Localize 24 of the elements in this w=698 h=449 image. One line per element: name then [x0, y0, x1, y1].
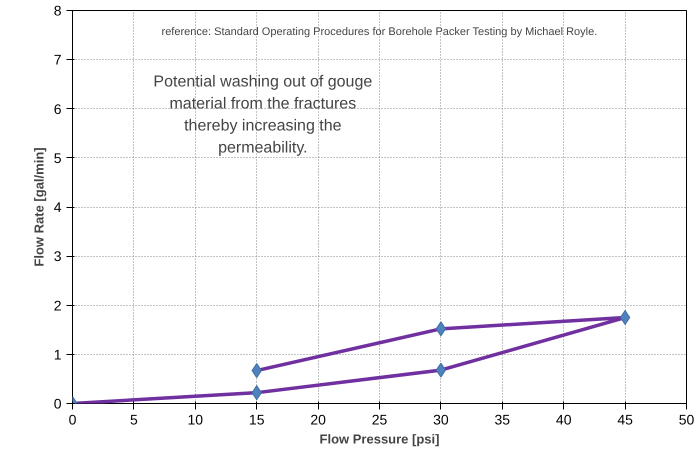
y-tick-label: 8	[54, 2, 62, 18]
y-tick-label: 6	[54, 100, 62, 117]
annotation: Potential washing out of gouge material from the fractures thereby increasing the permeability.	[153, 73, 372, 157]
x-tick-label: 10	[188, 412, 204, 428]
y-tick-label: 4	[54, 199, 62, 215]
x-tick-label: 20	[310, 412, 326, 428]
y-tick-label: 1	[54, 346, 62, 362]
y-tick-label: 5	[54, 150, 62, 166]
x-tick-label: 40	[556, 412, 572, 428]
y-tick-label: 3	[54, 248, 62, 264]
x-tick-label: 35	[494, 412, 510, 428]
x-tick-label: 5	[130, 412, 138, 428]
x-tick-label: 50	[678, 412, 694, 428]
y-tick-label: 7	[54, 52, 62, 68]
x-axis-title: Flow Pressure [psi]	[320, 432, 440, 446]
x-tick-label: 30	[433, 412, 449, 428]
x-tick-label: 45	[617, 412, 634, 428]
x-tick-label: 0	[68, 412, 77, 428]
y-tick-label: 0	[54, 396, 62, 412]
y-tick-label: 2	[54, 297, 62, 314]
y-axis-title: Flow Rate [gal/min]	[32, 147, 47, 267]
annotation: reference: Standard Operating Procedures for Borehole Packer Testing by Michael Royle.	[162, 26, 598, 38]
x-tick-label: 15	[248, 412, 265, 428]
x-tick-label: 25	[372, 412, 388, 428]
